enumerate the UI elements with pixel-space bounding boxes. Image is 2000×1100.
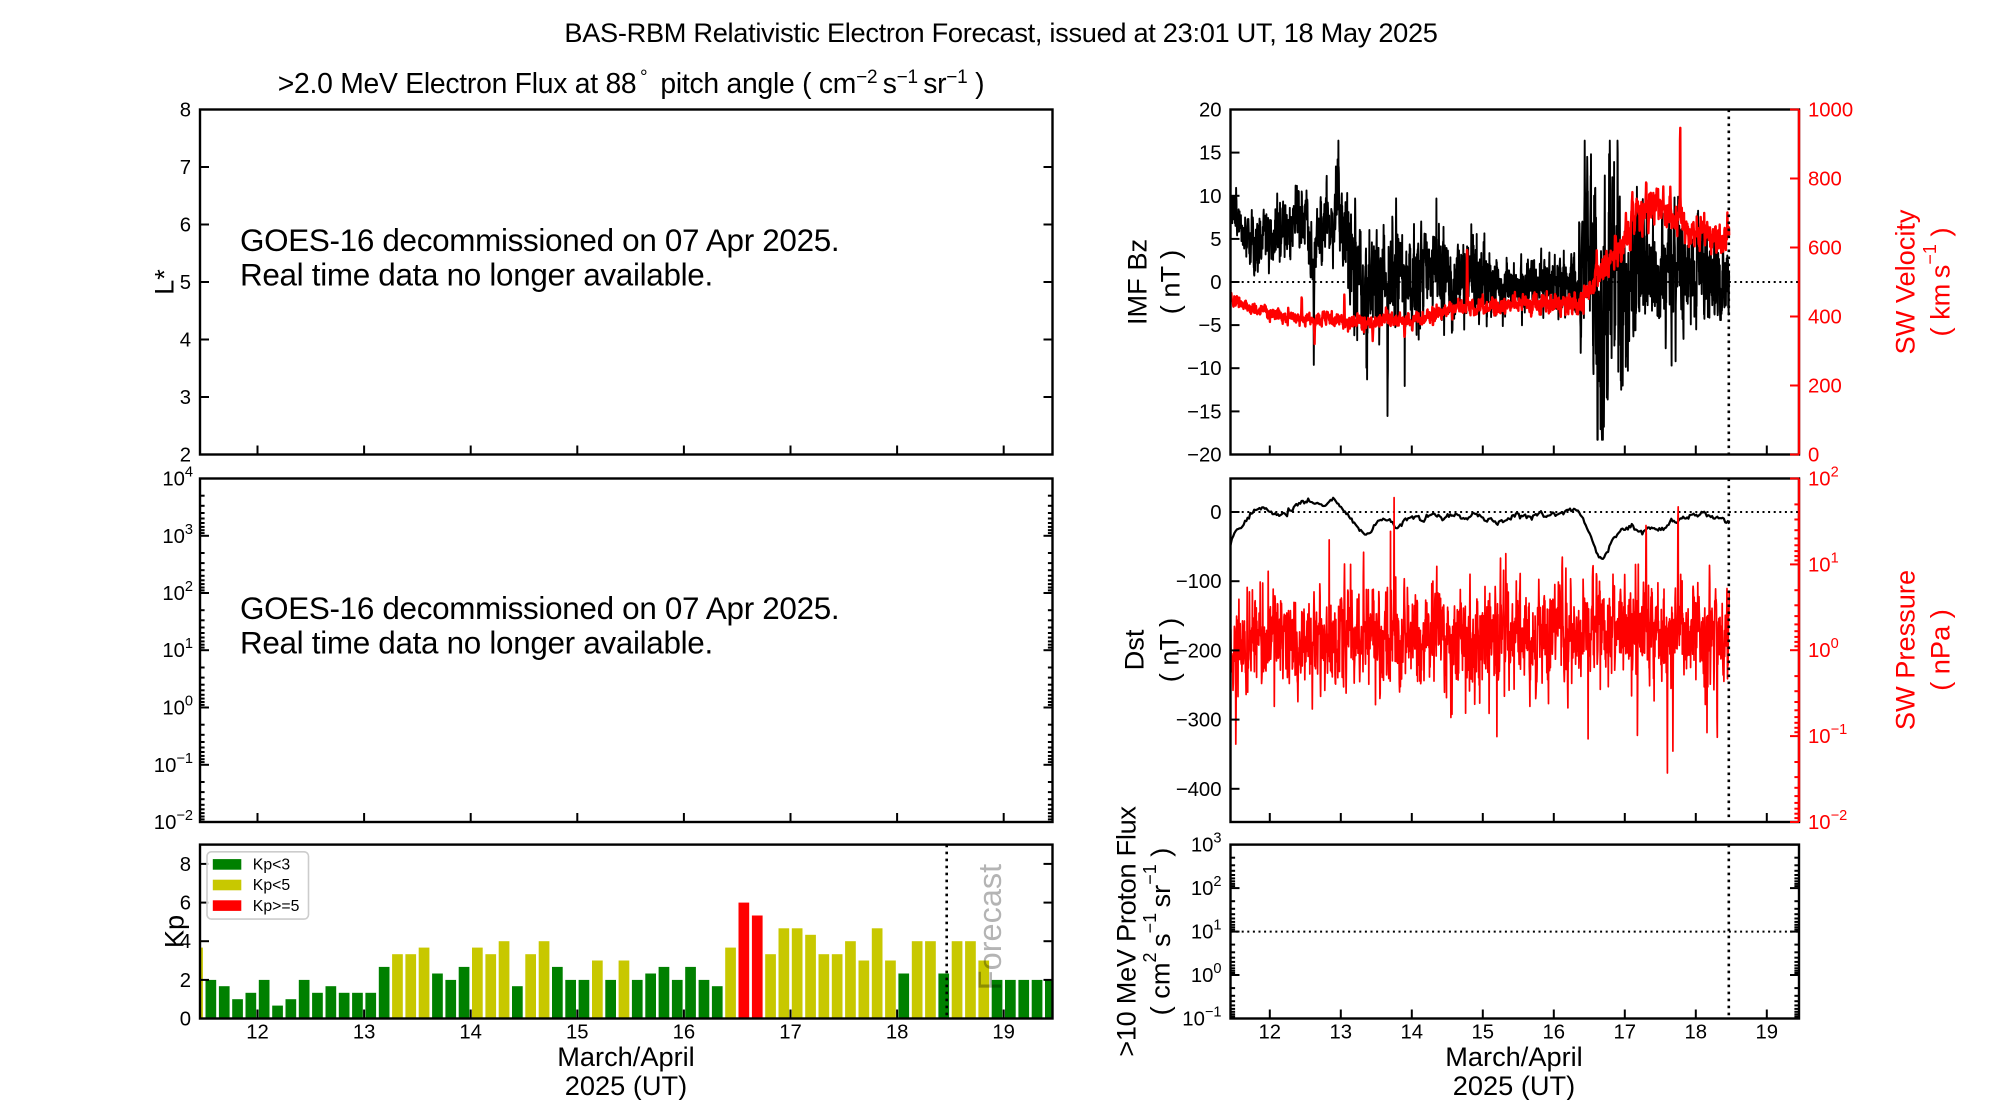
svg-text:0: 0 xyxy=(1210,502,1221,524)
svg-text:March/April: March/April xyxy=(557,1041,694,1072)
svg-text:Kp>=5: Kp>=5 xyxy=(253,898,300,915)
svg-text:−10: −10 xyxy=(1187,358,1221,380)
svg-text:IMF Bz: IMF Bz xyxy=(1122,239,1153,325)
svg-text:2: 2 xyxy=(180,445,191,467)
svg-text:8: 8 xyxy=(180,854,191,876)
svg-text:16: 16 xyxy=(673,1022,696,1044)
svg-text:12: 12 xyxy=(246,1022,269,1044)
svg-text:Dst: Dst xyxy=(1119,629,1150,670)
svg-text:4: 4 xyxy=(180,931,191,953)
svg-text:16: 16 xyxy=(1543,1022,1566,1044)
svg-text:−300: −300 xyxy=(1176,710,1222,732)
svg-text:−15: −15 xyxy=(1187,401,1221,423)
svg-text:15: 15 xyxy=(1199,143,1222,165)
svg-text:Kp: Kp xyxy=(159,915,190,948)
svg-text:3: 3 xyxy=(180,387,191,409)
svg-text:18: 18 xyxy=(1685,1022,1708,1044)
svg-text:( nT ): ( nT ) xyxy=(1154,618,1185,682)
svg-text:( km s−1 ): ( km s−1 ) xyxy=(1920,227,1956,336)
svg-text:800: 800 xyxy=(1808,169,1842,191)
svg-text:>10 MeV Proton Flux: >10 MeV Proton Flux xyxy=(1111,806,1142,1057)
svg-text:15: 15 xyxy=(1472,1022,1495,1044)
svg-text:600: 600 xyxy=(1808,238,1842,260)
svg-text:0: 0 xyxy=(1808,445,1819,467)
svg-text:13: 13 xyxy=(353,1022,376,1044)
svg-text:GOES-16 decommissioned on 07 A: GOES-16 decommissioned on 07 Apr 2025. xyxy=(240,591,839,626)
svg-text:14: 14 xyxy=(1401,1022,1424,1044)
svg-text:−100: −100 xyxy=(1176,571,1222,593)
svg-text:12: 12 xyxy=(1259,1022,1282,1044)
svg-text:Real time data no longer avail: Real time data no longer available. xyxy=(240,258,713,293)
svg-text:2025 (UT): 2025 (UT) xyxy=(1453,1070,1575,1100)
svg-text:5: 5 xyxy=(180,272,191,294)
svg-text:19: 19 xyxy=(992,1022,1015,1044)
svg-text:−20: −20 xyxy=(1187,445,1221,467)
svg-text:400: 400 xyxy=(1808,307,1842,329)
svg-text:Forecast: Forecast xyxy=(972,864,1008,990)
svg-text:5: 5 xyxy=(1210,229,1221,251)
svg-text:−400: −400 xyxy=(1176,779,1222,801)
svg-text:>2.0 MeV Electron Flux at 88 °: >2.0 MeV Electron Flux at 88 ° pitch ang… xyxy=(278,67,985,99)
svg-text:17: 17 xyxy=(1614,1022,1637,1044)
svg-text:2025 (UT): 2025 (UT) xyxy=(565,1070,687,1100)
svg-text:−200: −200 xyxy=(1176,640,1222,662)
svg-text:GOES-16 decommissioned on 07 A: GOES-16 decommissioned on 07 Apr 2025. xyxy=(240,223,839,258)
svg-text:18: 18 xyxy=(886,1022,909,1044)
svg-text:6: 6 xyxy=(180,215,191,237)
svg-text:15: 15 xyxy=(566,1022,589,1044)
svg-text:−5: −5 xyxy=(1198,315,1221,337)
svg-text:14: 14 xyxy=(459,1022,482,1044)
svg-text:10: 10 xyxy=(1199,186,1222,208)
svg-text:100: 100 xyxy=(162,694,193,720)
svg-text:SW Pressure: SW Pressure xyxy=(1890,570,1921,730)
svg-text:( nPa ): ( nPa ) xyxy=(1925,609,1956,691)
svg-text:Kp<5: Kp<5 xyxy=(253,877,291,894)
svg-text:L*: L* xyxy=(149,269,180,295)
svg-text:7: 7 xyxy=(180,157,191,179)
svg-text:200: 200 xyxy=(1808,376,1842,398)
svg-text:BAS-RBM Relativistic Electron: BAS-RBM Relativistic Electron Forecast, … xyxy=(564,17,1437,48)
svg-text:SW Velocity: SW Velocity xyxy=(1890,209,1921,354)
svg-text:17: 17 xyxy=(779,1022,802,1044)
svg-text:8: 8 xyxy=(180,100,191,122)
svg-text:( nT ): ( nT ) xyxy=(1155,250,1186,314)
svg-text:6: 6 xyxy=(180,893,191,915)
svg-text:19: 19 xyxy=(1756,1022,1779,1044)
svg-text:100: 100 xyxy=(1191,961,1222,987)
svg-text:2: 2 xyxy=(180,970,191,992)
svg-text:Real time data no longer avail: Real time data no longer available. xyxy=(240,626,713,661)
svg-text:0: 0 xyxy=(180,1009,191,1031)
svg-text:March/April: March/April xyxy=(1445,1041,1582,1072)
svg-text:Kp<3: Kp<3 xyxy=(253,857,291,874)
svg-text:0: 0 xyxy=(1210,272,1221,294)
svg-text:20: 20 xyxy=(1199,100,1222,122)
svg-text:13: 13 xyxy=(1330,1022,1353,1044)
svg-text:4: 4 xyxy=(180,330,191,352)
svg-text:102: 102 xyxy=(1191,874,1222,900)
svg-text:1000: 1000 xyxy=(1808,100,1853,122)
